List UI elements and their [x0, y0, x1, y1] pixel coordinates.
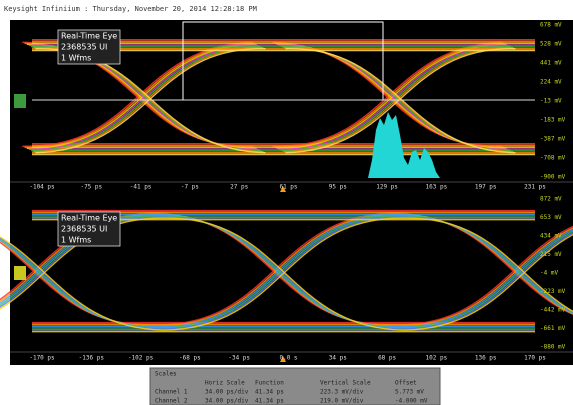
x-axis-label: 68 ps	[378, 355, 396, 362]
waveform-label: Real-Time Eye	[61, 32, 117, 41]
x-axis-label: 129 ps	[376, 184, 398, 191]
channel-marker[interactable]	[14, 94, 26, 108]
waveform-label-box	[57, 29, 121, 65]
table-title: Scales	[155, 371, 177, 378]
table-cell: 34.00 ps/div	[205, 389, 249, 396]
x-axis-label: 95 ps	[329, 184, 347, 191]
y-axis-label: -223 mV	[540, 288, 566, 295]
channel-marker[interactable]	[14, 266, 26, 280]
transition-trace	[404, 217, 573, 313]
x-axis-label: 61 ps	[279, 184, 297, 191]
waveform-label: 1 Wfms	[61, 54, 91, 63]
x-axis-label: -102 ps	[128, 355, 154, 362]
x-axis-label: -7 ps	[181, 184, 199, 191]
table-cell: 41.34 ps	[255, 389, 284, 396]
table-cell: -4.000 mV	[395, 398, 428, 405]
y-axis-label: 215 mV	[540, 251, 562, 258]
y-axis-label: -442 mV	[540, 307, 566, 314]
x-axis-label: 163 ps	[426, 184, 448, 191]
y-axis-label: 678 mV	[540, 22, 562, 29]
waveform-label: 2368535 UI	[61, 43, 107, 52]
y-axis-label: -880 mV	[540, 344, 566, 351]
x-axis-label: 102 ps	[426, 355, 448, 362]
y-axis-label: -13 mV	[540, 98, 562, 105]
transition-trace	[164, 217, 405, 331]
waveform-label: Real-Time Eye	[61, 214, 117, 223]
x-axis-label: -41 ps	[130, 184, 152, 191]
x-axis-label: -170 ps	[29, 355, 55, 362]
y-axis-label: 224 mV	[540, 79, 562, 86]
x-axis-label: 231 ps	[524, 184, 546, 191]
table-row-name: Channel 1	[155, 389, 188, 396]
x-axis-label: 197 ps	[475, 184, 497, 191]
x-axis-label: 170 ps	[524, 355, 546, 362]
header-title: Keysight Infiniium : Thursday, November …	[4, 5, 257, 13]
table-header: Function	[255, 380, 284, 387]
table-header: Offset	[395, 380, 417, 387]
y-axis-label: 434 mV	[540, 233, 562, 240]
x-axis-label: 136 ps	[475, 355, 497, 362]
table-cell: 34.00 ps/div	[205, 398, 249, 405]
histogram	[368, 112, 440, 178]
table-cell: 5.773 mV	[395, 389, 424, 396]
table-header: Horiz Scale	[205, 380, 245, 387]
y-axis-label: -4 mV	[540, 270, 558, 277]
trigger-marker	[280, 356, 286, 362]
x-axis-label: -104 ps	[29, 184, 55, 191]
waveform-label-box	[57, 211, 121, 247]
eye-diagrams	[0, 39, 573, 333]
table-cell: 219.0 mV/div	[320, 398, 364, 405]
trigger-marker	[280, 186, 286, 192]
table-row-name: Channel 2	[155, 398, 188, 405]
y-axis-label: -387 mV	[540, 136, 566, 143]
y-axis-label: 441 mV	[540, 60, 562, 67]
table-cell: 41.34 ps	[255, 398, 284, 405]
y-axis-label: 653 mV	[540, 214, 562, 221]
transition-trace	[0, 236, 165, 331]
scales-table	[149, 367, 441, 405]
table-header: Vertical Scale	[320, 380, 371, 387]
y-axis-label: -661 mV	[540, 325, 566, 332]
x-axis-label: -75 ps	[80, 184, 102, 191]
waveform-label: 2368535 UI	[61, 225, 107, 234]
x-axis-label: -68 ps	[179, 355, 201, 362]
x-axis-label: 34 ps	[329, 355, 347, 362]
waveform-label: 1 Wfms	[61, 236, 91, 245]
y-axis-label: 528 mV	[540, 41, 562, 48]
x-axis-label: -34 ps	[228, 355, 250, 362]
y-axis-label: 872 mV	[540, 196, 562, 203]
table-cell: 223.3 mV/div	[320, 389, 364, 396]
x-axis-label: 0.0 s	[279, 355, 297, 362]
y-axis-label: -183 mV	[540, 117, 566, 124]
labels: Real-Time Eye 2368535 UI 1 Wfms 678 mV 528 m…	[29, 22, 565, 405]
y-axis-label: -708 mV	[540, 155, 566, 162]
y-axis-label: -900 mV	[540, 174, 566, 181]
transition-trace	[285, 48, 516, 154]
x-axis-label: -136 ps	[79, 355, 105, 362]
x-axis-label: 27 ps	[230, 184, 248, 191]
